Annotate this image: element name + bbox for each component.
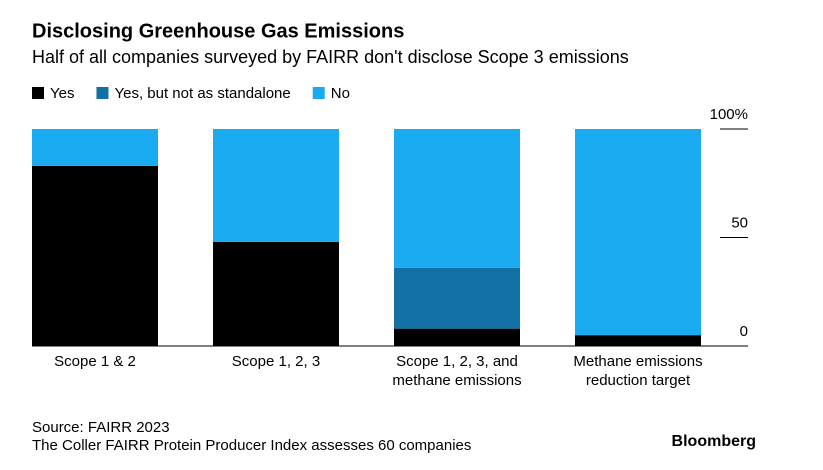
- legend-swatch: [312, 87, 325, 99]
- bar-segment: [394, 129, 520, 268]
- x-tick-label: Scope 1, 2, 3: [231, 353, 321, 370]
- bar-segment: [575, 129, 701, 336]
- chart-subtitle: Half of all companies surveyed by FAIRR …: [32, 47, 629, 67]
- bar-segment: [394, 267, 520, 329]
- x-tick-label: Scope 1 & 2: [54, 353, 136, 370]
- chart-title: Disclosing Greenhouse Gas Emissions: [32, 20, 404, 42]
- x-tick-label: Scope 1, 2, 3, and methane emissions: [392, 353, 522, 389]
- y-tick-label: 50: [731, 214, 748, 231]
- legend-label: No: [331, 85, 350, 102]
- note: The Coller FAIRR Protein Producer Index …: [32, 437, 471, 454]
- legend-label: Yes, but not as standalone: [114, 85, 290, 102]
- bar-segment: [575, 335, 701, 346]
- bar-segment: [32, 129, 158, 166]
- source: Source: FAIRR 2023: [32, 419, 170, 436]
- brand: Bloomberg: [672, 433, 756, 450]
- legend-label: Yes: [50, 85, 74, 102]
- bar-segment: [32, 165, 158, 346]
- y-tick-label: 100%: [710, 106, 748, 123]
- legend-swatch: [32, 87, 44, 99]
- bar-segment: [213, 129, 339, 242]
- y-tick-label: 0: [740, 323, 748, 340]
- bar-segment: [394, 328, 520, 346]
- x-tick-label: Methane emissions reduction target: [573, 353, 703, 389]
- bar-segment: [213, 241, 339, 346]
- legend-swatch: [96, 87, 109, 99]
